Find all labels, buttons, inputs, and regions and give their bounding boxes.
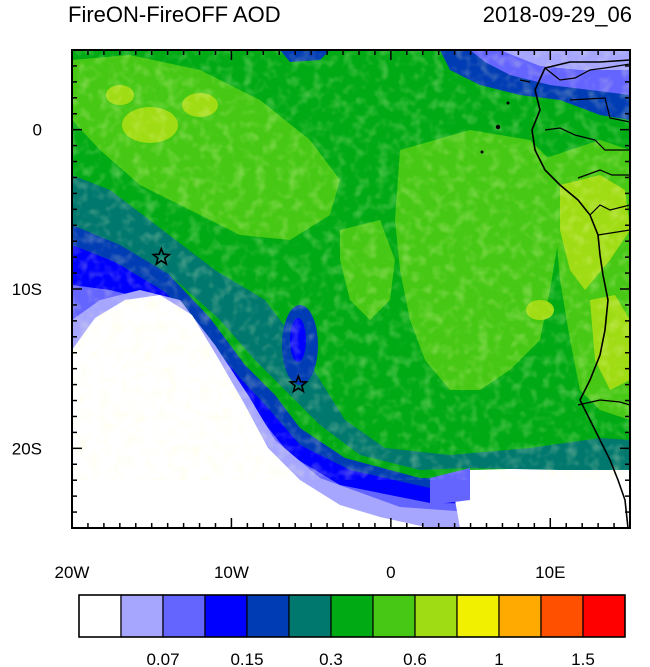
colorbar-swatch [582, 594, 626, 638]
colorbar-swatch [246, 594, 290, 638]
colorbar-swatch [414, 594, 458, 638]
x-tick-label: 0 [386, 563, 395, 582]
star-marker-2 [288, 373, 309, 394]
colorbar-label: 1.5 [571, 650, 595, 667]
colorbar-label: 0.07 [146, 650, 179, 667]
aod-field [72, 50, 630, 528]
y-tick-label: 10S [12, 280, 42, 299]
colorbar-swatch [456, 594, 500, 638]
x-tick-label: 20W [55, 563, 90, 582]
map-date: 2018-09-29_06 [482, 2, 632, 27]
x-tick-label: 10W [214, 563, 249, 582]
colorbar-swatch [288, 594, 332, 638]
colorbar-swatch [330, 594, 374, 638]
map-title: FireON-FireOFF AOD [68, 2, 281, 27]
axis-ticks [71, 49, 631, 529]
colorbar-swatch [204, 594, 248, 638]
colorbar-label: 0.3 [319, 650, 343, 667]
y-tick-label: 0 [33, 121, 42, 140]
colorbar-label: 1 [494, 650, 503, 667]
colorbar-label: 0.15 [230, 650, 263, 667]
x-tick-label: 10E [535, 563, 565, 582]
axis-labels: 20W 10W 0 10E 0 10S 20S [12, 121, 566, 582]
colorbar-swatch [540, 594, 584, 638]
colorbar-swatch [372, 594, 416, 638]
colorbar-swatch [498, 594, 542, 638]
star-marker-1 [151, 246, 172, 266]
colorbar-swatch [162, 594, 206, 638]
markers [151, 246, 309, 394]
colorbar: 0.07 0.15 0.3 0.6 1 1.5 [78, 594, 626, 667]
coastline [531, 59, 630, 528]
y-tick-label: 20S [12, 439, 42, 458]
colorbar-label: 0.6 [403, 650, 427, 667]
colorbar-swatch [78, 594, 122, 638]
colorbar-swatch [120, 594, 164, 638]
